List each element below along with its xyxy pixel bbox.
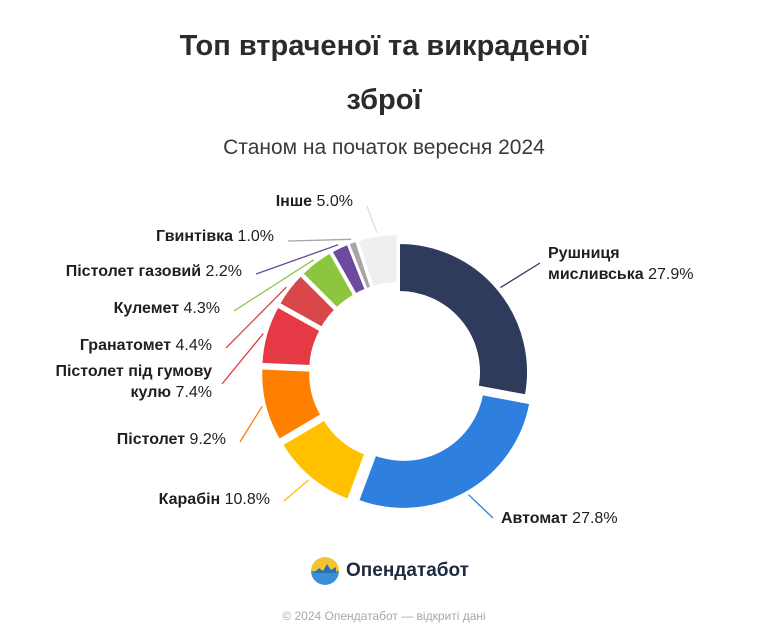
leader-line-4 bbox=[239, 405, 263, 443]
donut-slice-9 bbox=[347, 239, 373, 291]
leader-line-7 bbox=[233, 259, 314, 312]
slice-label-6: Гранатомет 4.4% bbox=[80, 337, 212, 354]
slice-label-8: Пістолет газовий 2.2% bbox=[66, 263, 242, 280]
footer-copyright: © 2024 Опендатабот — відкриті дані bbox=[282, 609, 486, 623]
brand-name: Опендатабот bbox=[346, 560, 469, 581]
slice-label-7: Кулемет 4.3% bbox=[114, 300, 220, 317]
leader-line-2 bbox=[468, 494, 494, 519]
opendatabot-logo-icon bbox=[311, 557, 339, 585]
donut-slice-10 bbox=[356, 233, 399, 289]
slice-label-1: Рушниця мисливська 27.9% bbox=[548, 245, 693, 283]
slice-label-2: Автомат 27.8% bbox=[501, 510, 618, 527]
leader-line-9 bbox=[287, 238, 352, 242]
slice-label-5: Пістолет під гумову кулю 7.4% bbox=[55, 363, 212, 401]
slice-label-9: Гвинтівка 1.0% bbox=[156, 228, 274, 245]
donut-slice-2 bbox=[356, 393, 532, 510]
leader-line-3 bbox=[283, 479, 309, 502]
brand-logo: Опендатабот bbox=[310, 556, 469, 586]
slice-label-3: Карабін 10.8% bbox=[159, 491, 270, 508]
donut-slice-3 bbox=[280, 418, 367, 502]
leader-line-8 bbox=[255, 244, 339, 275]
donut-slice-5 bbox=[260, 305, 322, 368]
donut-slice-6 bbox=[277, 273, 337, 329]
slice-label-4: Пістолет 9.2% bbox=[117, 431, 226, 448]
chart-title-line-1: Топ втраченої та викраденої bbox=[179, 30, 589, 62]
chart-title-line-2: зброї bbox=[346, 84, 422, 116]
chart-subtitle: Станом на початок вересня 2024 bbox=[223, 136, 545, 159]
slice-label-10: Інше 5.0% bbox=[276, 193, 353, 210]
donut-slice-4 bbox=[260, 367, 323, 442]
donut-slice-7 bbox=[300, 251, 356, 310]
donut-slice-1 bbox=[398, 241, 529, 397]
leader-line-10 bbox=[366, 205, 378, 233]
leader-line-6 bbox=[225, 286, 287, 349]
leader-line-1 bbox=[500, 262, 541, 289]
leader-line-5 bbox=[221, 333, 264, 385]
